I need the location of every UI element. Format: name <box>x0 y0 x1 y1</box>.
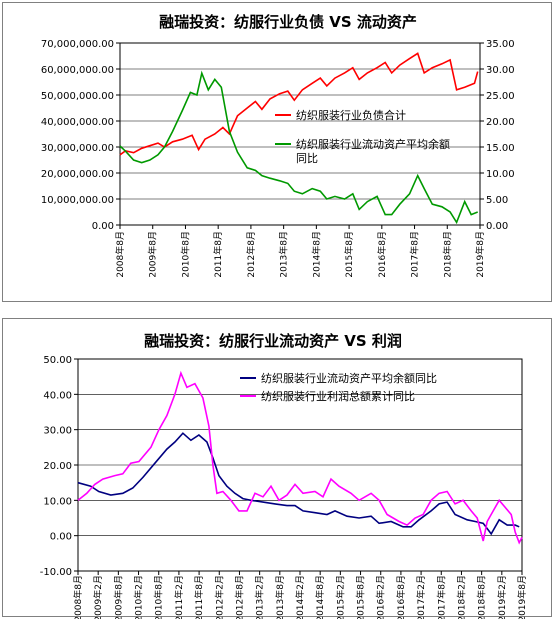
y-right-tick-label: 35.00 <box>486 39 515 50</box>
y-left-tick-label: 50,000,000.00 <box>41 91 114 102</box>
y-right-tick-label: 5.00 <box>486 195 508 206</box>
x-tick-label: 2016年8月 <box>395 575 407 619</box>
chart-bottom-svg: 融瑞投资：纺服行业流动资产 VS 利润 50.00 40.00 30.00 20.00… <box>40 332 528 619</box>
x-tick-label: 2015年8月 <box>355 575 367 619</box>
x-tick-label: 2016年2月 <box>375 575 387 619</box>
y-right-tick-label: 25.00 <box>486 91 515 102</box>
y-tick-label: 50.00 <box>43 355 72 366</box>
y-tick-label: 10.00 <box>43 496 72 507</box>
x-tick-label: 2010年8月 <box>153 575 165 619</box>
x-tick-label: 2008年8月 <box>114 231 126 278</box>
x-tick-label: 2009年2月 <box>92 575 104 619</box>
legend-label: 纺织服装行业流动资产平均余额同比 <box>261 371 437 385</box>
x-tick-label: 2017年2月 <box>415 575 427 619</box>
y-left-tick-label: 20,000,000.00 <box>41 169 114 180</box>
x-tick-label: 2015年2月 <box>334 575 346 619</box>
plot-area <box>119 42 481 226</box>
y-tick-label: 20.00 <box>43 461 72 472</box>
y-right-tick-label: 10.00 <box>486 169 515 180</box>
x-tick-label: 2013年2月 <box>254 575 266 619</box>
current-assets-vs-profit-chart: 融瑞投资：纺服行业流动资产 VS 利润 50.00 40.00 30.00 20.00… <box>2 318 552 619</box>
y-tick-label: 0.00 <box>50 532 72 543</box>
liabilities-vs-current-assets-chart: 融瑞投资：纺服行业负债 VS 流动资产 0.00 10,000,000.00 20,… <box>2 2 552 302</box>
x-tick-label: 2019年8月 <box>516 575 528 619</box>
x-tick-label: 2008年8月 <box>72 575 84 619</box>
legend-label: 纺织服装行业流动资产平均余额同比 <box>296 137 450 165</box>
series-line <box>119 70 478 225</box>
x-tick-label: 2012年8月 <box>245 231 257 278</box>
legend-label: 纺织服装行业利润总额累计同比 <box>261 389 415 403</box>
chart-title: 融瑞投资：纺服行业流动资产 VS 利润 <box>144 332 402 350</box>
x-tick-label: 2009年8月 <box>112 575 124 619</box>
x-tick-label: 2009年8月 <box>147 231 159 278</box>
x-tick-label: 2011年2月 <box>173 575 185 619</box>
x-tick-label: 2018年2月 <box>455 575 467 619</box>
chart-title: 融瑞投资：纺服行业负债 VS 流动资产 <box>159 13 417 31</box>
y-right-tick-label: 20.00 <box>486 117 515 128</box>
series-line <box>119 52 479 156</box>
x-tick-label: 2018年8月 <box>476 575 488 619</box>
x-tick-label: 2015年8月 <box>343 231 355 278</box>
x-tick-label: 2014年2月 <box>294 575 306 619</box>
x-tick-label: 2012年8月 <box>233 575 245 619</box>
x-tick-label: 2017年8月 <box>409 231 421 278</box>
x-tick-label: 2016年8月 <box>376 231 388 278</box>
y-left-tick-label: 10,000,000.00 <box>41 195 114 206</box>
x-tick-label: 2018年8月 <box>441 231 453 278</box>
x-tick-label: 2010年2月 <box>133 575 145 619</box>
y-left-tick-label: 30,000,000.00 <box>41 143 114 154</box>
y-left-tick-label: 70,000,000.00 <box>41 39 114 50</box>
y-tick-label: 40.00 <box>43 390 72 401</box>
y-left-tick-label: 60,000,000.00 <box>41 65 114 76</box>
legend-label: 纺织服装行业负债合计 <box>296 108 406 122</box>
x-tick-label: 2019年8月 <box>474 231 486 278</box>
x-tick-label: 2013年8月 <box>274 575 286 619</box>
chart-top-svg: 融瑞投资：纺服行业负债 VS 流动资产 0.00 10,000,000.00 20,… <box>41 13 515 278</box>
y-right-tick-label: 30.00 <box>486 65 515 76</box>
x-tick-label: 2014年8月 <box>314 575 326 619</box>
x-tick-label: 2012年2月 <box>213 575 225 619</box>
x-tick-label: 2019年2月 <box>496 575 508 619</box>
y-left-tick-label: 40,000,000.00 <box>41 117 114 128</box>
y-right-tick-label: 15.00 <box>486 143 515 154</box>
series-line <box>77 432 520 536</box>
x-tick-label: 2011年8月 <box>212 231 224 278</box>
x-tick-label: 2014年8月 <box>310 231 322 278</box>
y-right-tick-label: 0.00 <box>486 221 508 232</box>
series-line <box>77 370 523 545</box>
y-left-tick-label: 0.00 <box>92 221 114 232</box>
y-tick-label: -10.00 <box>40 567 72 578</box>
x-tick-label: 2011年8月 <box>193 575 205 619</box>
x-tick-label: 2017年8月 <box>435 575 447 619</box>
y-tick-label: 30.00 <box>43 426 72 437</box>
x-tick-label: 2013年8月 <box>278 231 290 278</box>
x-tick-label: 2010年8月 <box>179 231 191 278</box>
